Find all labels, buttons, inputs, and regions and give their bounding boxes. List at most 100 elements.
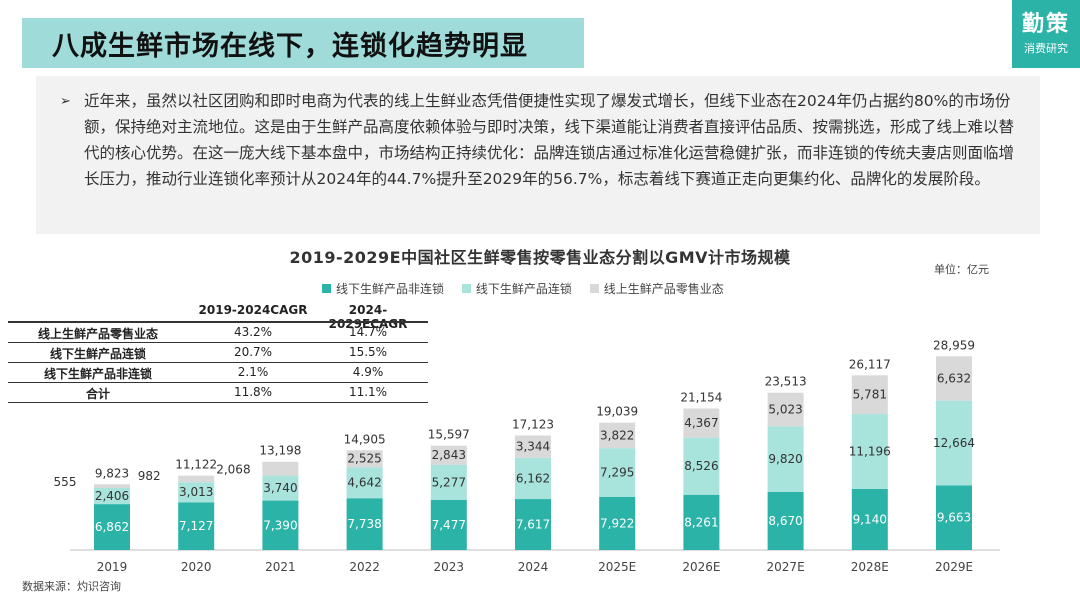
bar-segment-2: [936, 356, 972, 401]
segment-label: 555: [54, 475, 77, 489]
bar-segment-1: [683, 437, 720, 495]
title-banner: 八成生鲜市场在线下，连锁化趋势明显: [22, 18, 584, 68]
bullet-arrow-icon: ➢: [60, 94, 71, 109]
bar-segment-1: [262, 475, 299, 501]
legend-swatch-chain: [461, 284, 471, 293]
segment-label: 7,738: [347, 517, 381, 531]
segment-label: 2,406: [95, 489, 129, 503]
segment-label: 4,367: [684, 416, 718, 430]
total-label: 21,154: [680, 390, 722, 404]
segment-label: 5,023: [768, 403, 802, 417]
total-label: 26,117: [849, 357, 891, 371]
cagr-row-total: 合计 11.8% 11.1%: [8, 383, 428, 403]
legend-swatch-nonchain: [322, 284, 331, 293]
segment-label: 5,277: [432, 475, 466, 489]
total-label: 28,959: [933, 338, 975, 352]
bar-segment-2: [767, 392, 804, 427]
cagr-row-nonchain: 线下生鲜产品非连锁 2.1% 4.9%: [8, 363, 428, 383]
x-tick-label: 2024: [518, 560, 549, 574]
cagr-row-value-b: 14.7%: [348, 325, 388, 339]
bar-segment-0: [430, 499, 467, 550]
bar-segment-1: [767, 426, 804, 493]
x-tick-label: 2020: [181, 560, 212, 574]
total-label: 23,513: [765, 375, 807, 389]
x-tick-label: 2026E: [682, 560, 720, 574]
summary-text: 近年来，虽然以社区团购和即时电商为代表的线上生鲜业态凭借便捷性实现了爆发式增长，…: [84, 92, 1015, 188]
x-tick-label: 2029E: [935, 560, 973, 574]
bar-segment-1: [430, 464, 467, 500]
segment-label: 3,013: [179, 485, 213, 499]
x-tick-label: 2021: [265, 560, 296, 574]
total-label: 14,905: [344, 432, 386, 446]
x-tick-label: 2025E: [598, 560, 636, 574]
segment-label: 2,525: [347, 452, 381, 466]
cagr-row-chain: 线下生鲜产品连锁 20.7% 15.5%: [8, 343, 428, 363]
x-tick-label: 2023: [434, 560, 465, 574]
cagr-row-name: 线下生鲜产品连锁: [49, 347, 146, 361]
bar-segment-1: [599, 448, 636, 498]
segment-label: 6,162: [516, 471, 550, 485]
cagr-row-online: 线上生鲜产品零售业态 43.2% 14.7%: [8, 323, 428, 343]
total-label: 19,039: [596, 405, 638, 419]
segment-label: 9,663: [937, 511, 971, 525]
cagr-table-header: 2019-2024CAGR 2024-2029ECAGR: [8, 303, 428, 331]
cagr-row-value-a: 2.1%: [237, 365, 269, 379]
bar-segment-0: [683, 494, 720, 550]
cagr-row-name: 线下生鲜产品非连锁: [43, 367, 152, 381]
bar-segment-2: [515, 435, 551, 458]
cagr-row-value-a: 11.8%: [233, 385, 273, 399]
segment-label: 9,140: [853, 512, 887, 526]
total-label: 9,823: [95, 466, 129, 480]
legend-swatch-online: [589, 284, 599, 293]
total-label: 13,198: [259, 444, 301, 458]
segment-label: 11,196: [849, 444, 891, 458]
x-tick-label: 2027E: [767, 560, 805, 574]
bar-segment-2: [94, 484, 130, 489]
bar-segment-0: [94, 504, 130, 550]
segment-label: 3,822: [600, 428, 634, 442]
segment-label: 3,344: [516, 440, 550, 454]
chart-title: 2019-2029E中国社区生鲜零售按零售业态分割以GMV计市场规模: [289, 248, 791, 267]
bar-segment-1: [851, 413, 888, 489]
total-label: 15,597: [428, 428, 470, 442]
total-label: 17,123: [512, 417, 554, 431]
page-title: 八成生鲜市场在线下，连锁化趋势明显: [52, 31, 528, 62]
cagr-header-2019-2024: 2019-2024CAGR: [198, 303, 308, 317]
legend-label-nonchain: 线下生鲜产品非连锁: [336, 282, 445, 296]
bar-segment-0: [851, 488, 888, 550]
cagr-row-value-a: 43.2%: [233, 325, 273, 339]
cagr-row-value-b: 11.1%: [348, 385, 388, 399]
x-tick-label: 2019: [97, 560, 128, 574]
bar-segment-2: [430, 445, 467, 465]
legend-item-online: 线上生鲜产品零售业态: [589, 280, 724, 297]
x-tick-label: 2028E: [851, 560, 889, 574]
logo-main-text: 勤策: [1021, 12, 1070, 37]
legend-item-chain: 线下生鲜产品连锁: [461, 280, 572, 297]
bar-segment-0: [599, 497, 636, 550]
data-source: 数据来源：灼识咨询: [22, 580, 121, 593]
segment-label: 7,477: [432, 518, 466, 532]
segment-label: 8,261: [684, 515, 718, 529]
segment-label: 3,740: [263, 481, 297, 495]
brand-logo: 勤策 消费研究: [1012, 0, 1080, 68]
bar-segment-2: [851, 375, 888, 414]
cagr-header-2024-2029: 2024-2029ECAGR: [328, 303, 408, 331]
segment-label: 7,922: [600, 517, 634, 531]
bar-segment-2: [599, 422, 636, 449]
segment-label: 7,295: [600, 466, 634, 480]
segment-label: 8,526: [684, 459, 718, 473]
legend-label-chain: 线下生鲜产品连锁: [475, 282, 572, 296]
cagr-row-value-b: 4.9%: [352, 365, 384, 379]
bar-segment-2: [346, 450, 383, 468]
summary-box: ➢ 近年来，虽然以社区团购和即时电商为代表的线上生鲜业态凭借便捷性实现了爆发式增…: [36, 76, 1040, 234]
segment-label: 7,390: [263, 518, 297, 532]
segment-label: 6,862: [95, 520, 129, 534]
segment-label: 12,664: [933, 436, 975, 450]
chart-unit: 单位：亿元: [934, 263, 989, 276]
segment-label: 4,642: [347, 476, 381, 490]
bar-segment-0: [346, 498, 383, 550]
cagr-row-value-b: 15.5%: [348, 345, 388, 359]
bar-segment-2: [178, 475, 215, 483]
segment-label: 982: [138, 469, 161, 483]
segment-label: 2,843: [432, 448, 466, 462]
